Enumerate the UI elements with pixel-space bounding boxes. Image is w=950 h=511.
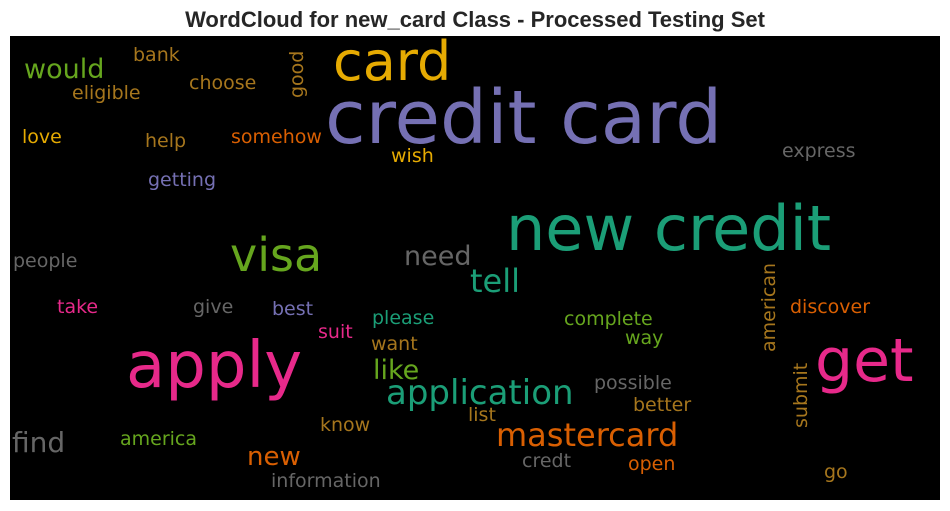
word-america: america (120, 428, 197, 450)
word-give: give (193, 296, 233, 318)
word-getting: getting (148, 169, 216, 191)
word-complete: complete (564, 308, 653, 330)
word-way: way (625, 327, 663, 349)
word-application: application (386, 373, 574, 413)
wordcloud-canvas: credit card new credit apply card get visa app… (10, 36, 940, 500)
word-american: american (758, 263, 780, 352)
word-apply: apply (126, 329, 302, 403)
word-go: go (824, 461, 848, 483)
word-tell: tell (470, 262, 520, 300)
word-open: open (628, 453, 675, 475)
word-know: know (320, 414, 370, 436)
wordcloud-svg: credit card new credit apply card get visa app… (12, 36, 914, 492)
word-please: please (372, 307, 434, 329)
word-eligible: eligible (72, 82, 141, 104)
word-express: express (782, 140, 856, 162)
word-information: information (271, 470, 381, 492)
word-like: like (373, 355, 419, 386)
word-card: card (333, 36, 451, 93)
word-new: new (247, 442, 301, 472)
word-love: love (22, 126, 62, 148)
word-bank: bank (133, 44, 180, 66)
word-better: better (633, 394, 691, 416)
word-discover: discover (790, 296, 870, 318)
word-get: get (815, 326, 914, 396)
word-credit-card: credit card (325, 75, 722, 161)
word-people: people (13, 250, 77, 272)
word-credt: credt (522, 450, 571, 472)
chart-title: WordCloud for new_card Class - Processed… (185, 7, 765, 32)
word-new-credit: new credit (506, 192, 831, 265)
word-best: best (272, 298, 313, 320)
word-choose: choose (189, 72, 256, 94)
word-need: need (404, 241, 471, 272)
word-possible: possible (594, 372, 672, 394)
word-good: good (286, 51, 308, 98)
word-visa: visa (230, 228, 322, 282)
word-want: want (371, 333, 418, 355)
word-mastercard: mastercard (496, 416, 678, 454)
word-submit: submit (790, 363, 812, 428)
word-find: find (12, 426, 65, 459)
word-list: list (468, 404, 496, 426)
word-take: take (57, 296, 98, 318)
word-somehow: somehow (231, 126, 322, 148)
word-would: would (24, 54, 104, 85)
word-help: help (145, 130, 186, 152)
word-wish: wish (391, 145, 434, 167)
word-suit: suit (318, 321, 353, 343)
